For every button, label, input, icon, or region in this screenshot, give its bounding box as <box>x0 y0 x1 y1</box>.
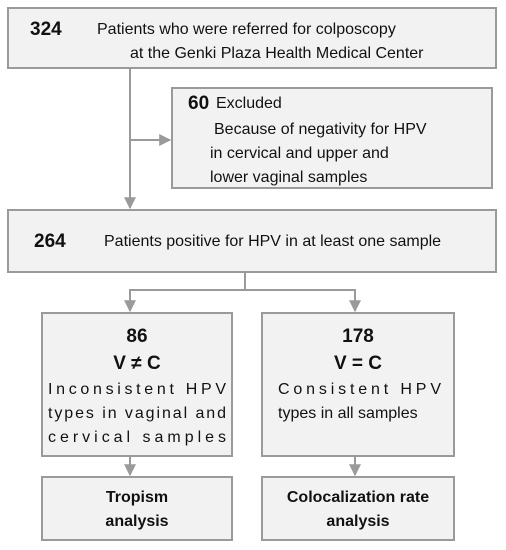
label: Consistent HPV <box>278 381 441 398</box>
box <box>7 209 497 273</box>
label: Tropism <box>106 489 168 506</box>
box <box>41 476 233 541</box>
detail: lower vaginal samples <box>210 169 367 186</box>
count: 60 <box>188 93 209 114</box>
box <box>41 312 233 457</box>
label: Patients positive for HPV in at least on… <box>104 233 441 250</box>
label: Patients who were referred for colposcop… <box>97 21 396 38</box>
label: Colocalization rate <box>287 489 429 506</box>
label: types in all samples <box>278 405 418 422</box>
label: types in vaginal and <box>48 405 226 422</box>
label: at the Genki Plaza Health Medical Center <box>130 45 424 62</box>
count: 86 <box>126 326 147 347</box>
count: 324 <box>30 19 62 40</box>
label: cervical samples <box>48 429 226 446</box>
box <box>261 312 455 457</box>
count: 264 <box>34 231 66 252</box>
detail: Because of negativity for HPV <box>214 121 427 138</box>
label: analysis <box>105 513 168 530</box>
label: analysis <box>326 513 389 530</box>
label: Excluded <box>216 95 282 112</box>
box <box>171 87 493 189</box>
label: Inconsistent HPV <box>48 381 226 398</box>
group: V = C <box>334 353 382 374</box>
count: 178 <box>342 326 374 347</box>
box <box>261 476 455 541</box>
group: V ≠ C <box>113 353 161 374</box>
detail: in cervical and upper and <box>210 145 389 162</box>
box <box>7 7 497 69</box>
